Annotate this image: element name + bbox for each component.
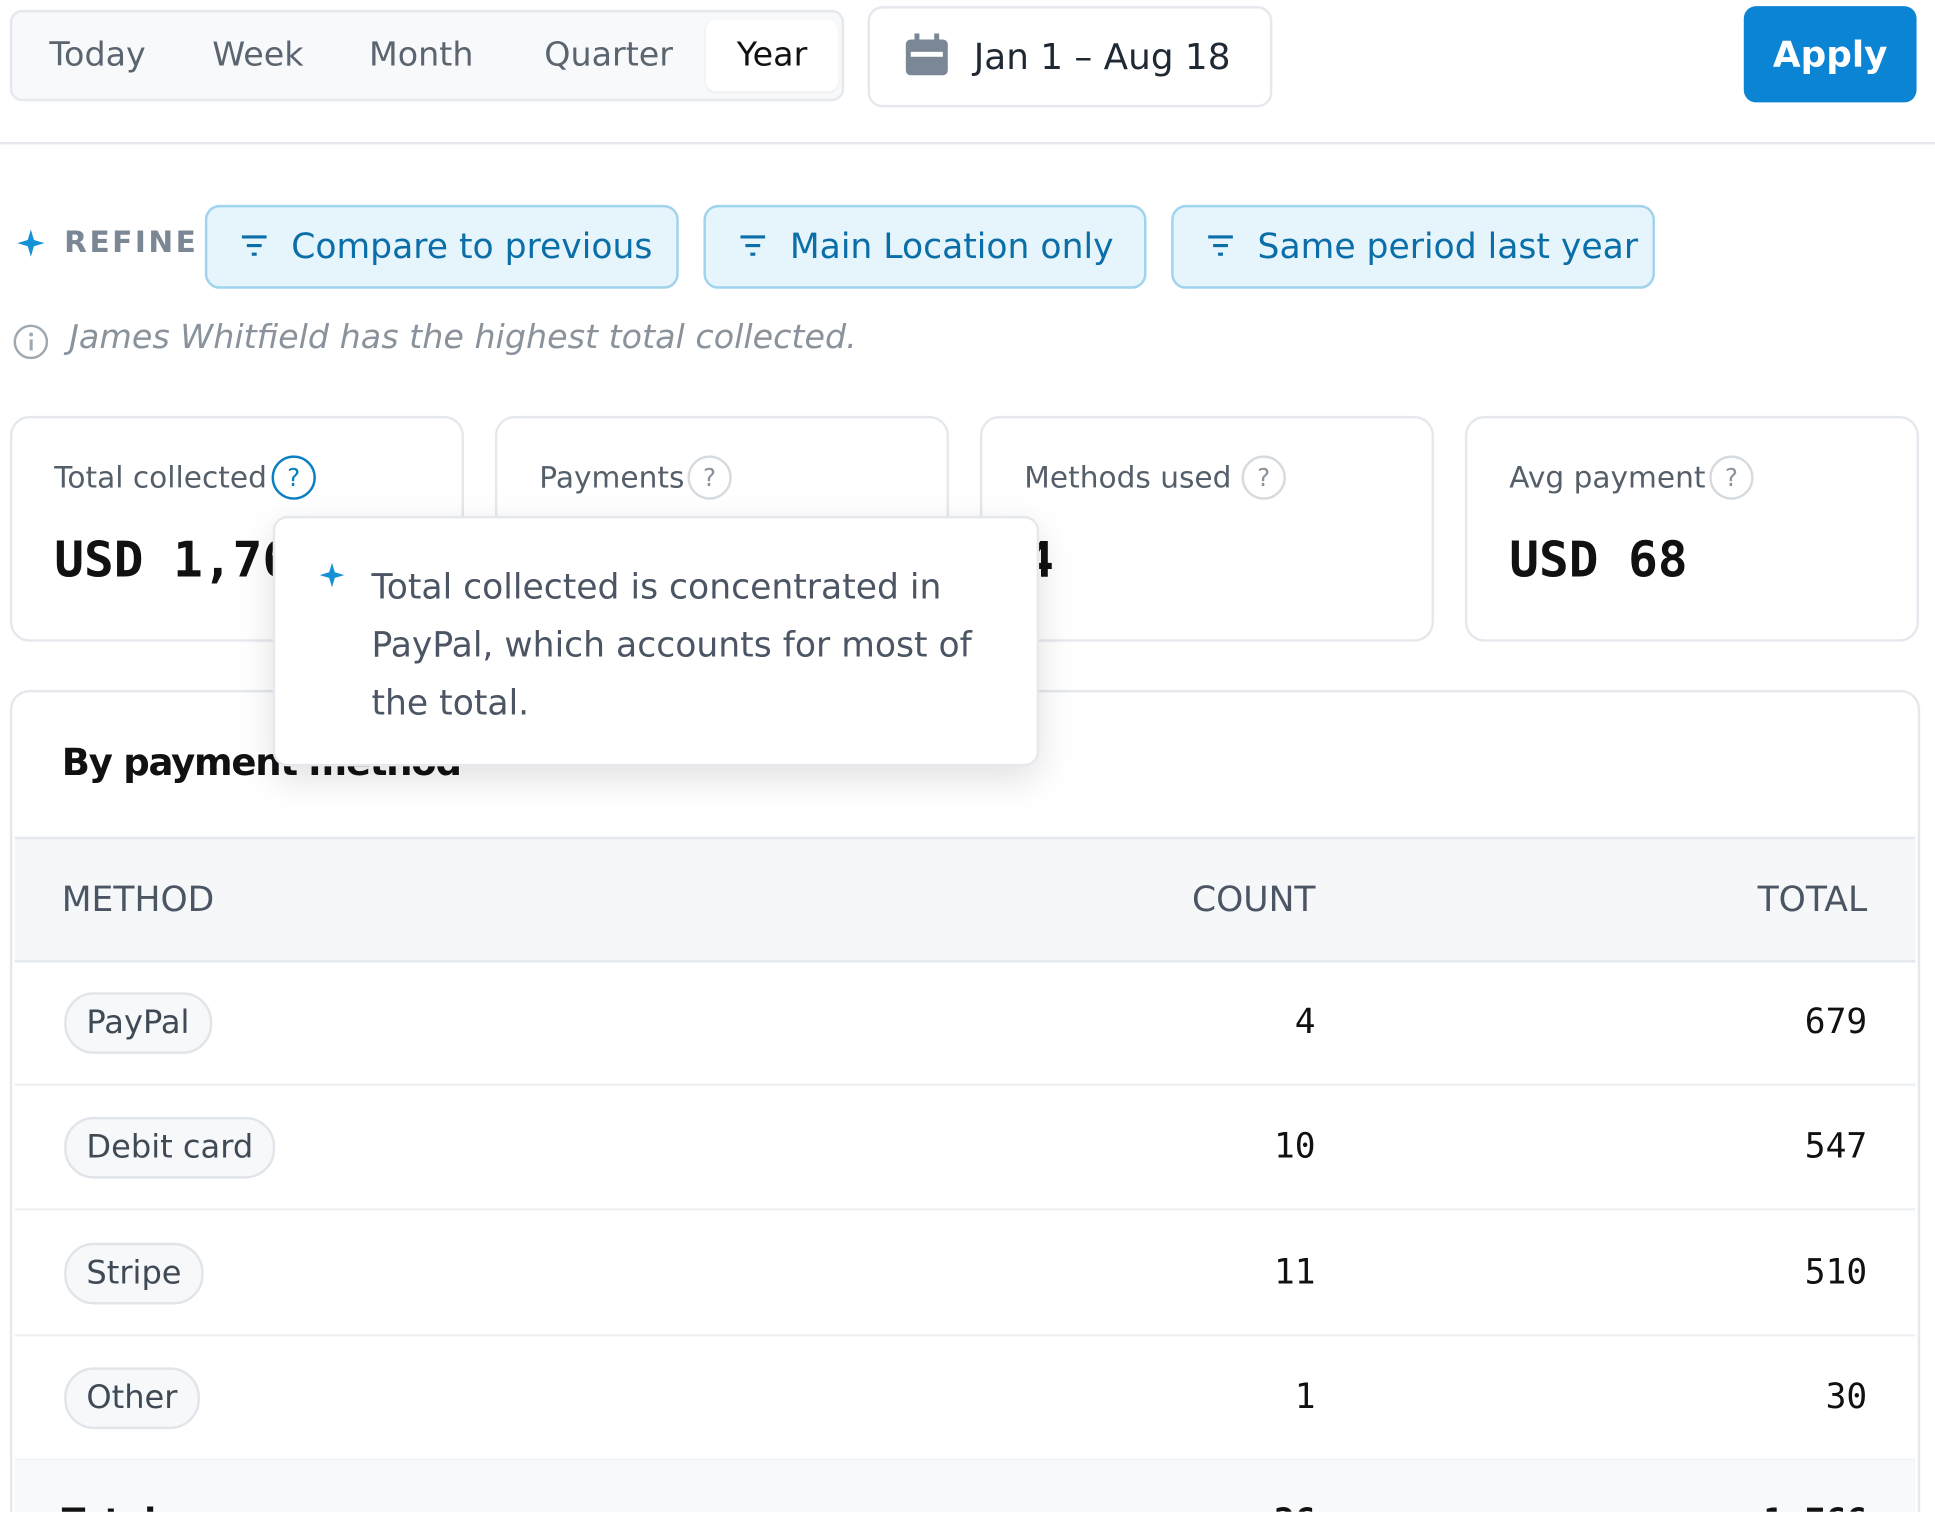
method-badge: Other xyxy=(64,1367,200,1430)
tab[interactable]: Quarter xyxy=(544,35,673,75)
total-label: Total xyxy=(62,1460,156,1512)
chip-text: Main Location only xyxy=(789,225,1114,267)
sparkle-icon xyxy=(17,229,45,257)
total-count: 26 xyxy=(1274,1460,1316,1512)
apply-button[interactable]: Apply xyxy=(1743,6,1917,103)
refine-chip[interactable]: Same period last year xyxy=(1171,204,1655,289)
kpi-label: Payments xyxy=(539,460,685,495)
kpi-card: Avg payment? USD 68 xyxy=(1464,415,1920,642)
calendar-icon xyxy=(905,33,948,76)
kpi-card: Methods used? 4 xyxy=(979,415,1435,642)
table-row: Stripe 11 510 xyxy=(14,1211,1916,1337)
method-badge: PayPal xyxy=(64,992,212,1054)
table-row: Debit card 10 547 xyxy=(14,1085,1916,1211)
tab[interactable]: Today xyxy=(49,35,146,75)
insight-text: James Whitfield has the highest total co… xyxy=(69,318,857,357)
total-cell: 679 xyxy=(1804,1000,1868,1042)
table-row: PayPal 4 679 xyxy=(14,960,1916,1087)
kpi-label: Total collected xyxy=(54,460,267,495)
sparkle-icon xyxy=(319,562,345,588)
date-picker[interactable]: Jan 1 – Aug 18 xyxy=(867,6,1273,108)
total-cell: 30 xyxy=(1825,1376,1868,1417)
range-tabs: Today Week Month Quarter Year xyxy=(9,9,845,102)
column-header[interactable]: METHOD xyxy=(61,878,215,920)
column-header[interactable]: TOTAL xyxy=(1757,878,1868,920)
info-icon xyxy=(13,324,49,360)
total-row: Total 26 1,766 xyxy=(14,1459,1916,1512)
date-range: Jan 1 – Aug 18 xyxy=(973,35,1231,78)
count-cell: 10 xyxy=(1273,1125,1316,1167)
table-header: METHOD COUNT TOTAL xyxy=(14,836,1916,963)
total-cell: 510 xyxy=(1804,1251,1868,1293)
help-icon[interactable]: ? xyxy=(687,455,732,500)
table-card: By payment method METHOD COUNT TOTAL Pay… xyxy=(9,689,1921,1512)
count-cell: 1 xyxy=(1294,1376,1316,1417)
refine-label: REFINE xyxy=(64,224,199,260)
total-sum: 1,766 xyxy=(1763,1460,1867,1512)
divider xyxy=(0,141,1935,145)
method-badge: Debit card xyxy=(64,1116,276,1179)
kpi-value: USD 68 xyxy=(1509,531,1688,589)
tab[interactable]: Month xyxy=(368,35,474,75)
chip-text: Compare to previous xyxy=(291,225,653,267)
tooltip: Total collected is concentrated in PayPa… xyxy=(272,515,1040,767)
method-badge: Stripe xyxy=(64,1242,204,1305)
refine-chip[interactable]: Compare to previous xyxy=(204,204,679,289)
kpi-label: Methods used xyxy=(1024,460,1232,495)
chip-text: Same period last year xyxy=(1257,225,1639,267)
table-row: Other 1 30 xyxy=(14,1335,1916,1462)
refine-chip[interactable]: Main Location only xyxy=(703,204,1147,289)
tooltip-text: Total collected is concentrated in PayPa… xyxy=(371,566,972,724)
tab[interactable]: Week xyxy=(212,35,304,75)
help-icon[interactable]: ? xyxy=(271,455,316,500)
count-cell: 4 xyxy=(1294,1000,1316,1042)
total-cell: 547 xyxy=(1804,1125,1868,1167)
count-cell: 11 xyxy=(1273,1251,1316,1293)
help-icon[interactable]: ? xyxy=(1709,455,1754,500)
help-icon[interactable]: ? xyxy=(1241,455,1286,500)
tab-selected[interactable]: Year xyxy=(705,19,839,92)
column-header[interactable]: COUNT xyxy=(1191,878,1316,920)
kpi-label: Avg payment xyxy=(1509,460,1706,495)
